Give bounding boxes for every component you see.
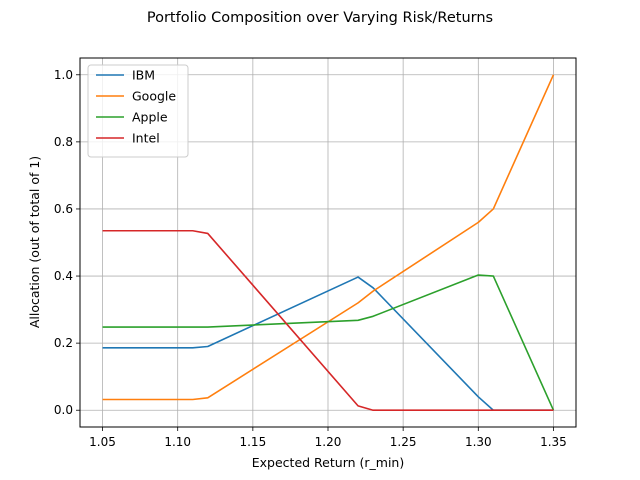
legend-label-ibm: IBM <box>132 68 155 83</box>
legend-label-intel: Intel <box>132 131 160 146</box>
x-tick-label: 1.25 <box>390 435 417 449</box>
y-tick-label: 0.8 <box>54 135 73 149</box>
x-tick-label: 1.05 <box>89 435 116 449</box>
x-tick-label: 1.15 <box>239 435 266 449</box>
legend: IBM Google Apple Intel <box>87 64 189 158</box>
series-line-ibm <box>102 276 554 412</box>
y-axis-label: Allocation (out of total of 1) <box>27 156 42 328</box>
x-tick-label: 1.20 <box>315 435 342 449</box>
legend-label-apple: Apple <box>132 110 168 125</box>
y-tick-label: 0.2 <box>54 336 73 350</box>
y-tick-label: 0.6 <box>54 202 73 216</box>
legend-box <box>87 64 189 158</box>
chart-title: Portfolio Composition over Varying Risk/… <box>147 10 493 26</box>
plot-area <box>102 74 555 412</box>
ticks: 1.05 1.10 1.15 1.20 1.25 1.30 1.35 0.0 0.2 0.4 0.6… <box>54 68 567 449</box>
x-tick-label: 1.35 <box>540 435 567 449</box>
y-tick-label: 0.0 <box>54 403 73 417</box>
legend-label-google: Google <box>132 89 176 104</box>
x-tick-label: 1.10 <box>164 435 191 449</box>
x-axis-label: Expected Return (r_min) <box>252 455 404 470</box>
series-line-google <box>102 74 555 401</box>
series-line-apple <box>102 274 555 411</box>
x-tick-label: 1.30 <box>465 435 492 449</box>
y-tick-label: 0.4 <box>54 269 73 283</box>
series-line-intel <box>102 229 554 412</box>
y-tick-label: 1.0 <box>54 68 73 82</box>
